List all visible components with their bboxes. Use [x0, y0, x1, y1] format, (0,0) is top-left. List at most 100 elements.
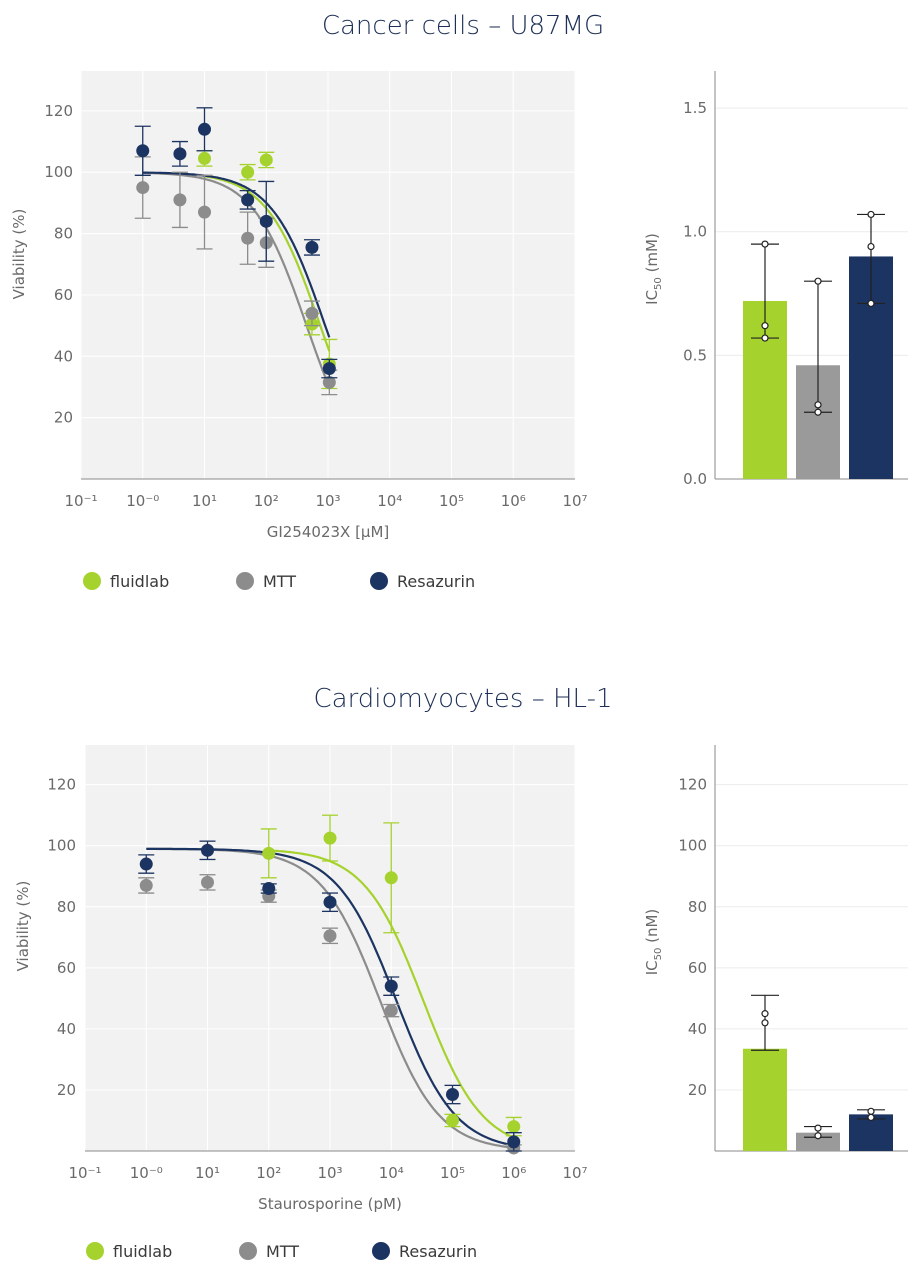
- legend-marker-resazurin: [370, 572, 388, 590]
- hl1-viability-chart: 10⁻¹ 10⁻⁰ 10¹ 10² 10³ 10⁴ 10⁵ 10⁶ 10⁷ 20 40 60 80 100…: [14, 745, 588, 1213]
- hl1-ic50-bar-chart: 20 40 60 80 100 120 IC50 (nM): [643, 745, 908, 1152]
- data-point-resazurin: [322, 362, 336, 376]
- fit-curve-resazurin: [142, 171, 331, 338]
- data-point-resazurin: [241, 193, 255, 207]
- y-axis-label-main: IC: [643, 960, 661, 975]
- y-tick-label: 0.5: [683, 346, 707, 364]
- replicate-point-fluidlab: [761, 334, 769, 342]
- y-tick-label: 40: [57, 1020, 76, 1038]
- data-point-fluidlab: [507, 1120, 521, 1134]
- y-axis-label-subscript: 50: [653, 277, 664, 290]
- legend-marker-mtt: [236, 572, 254, 590]
- data-point-fluidlab: [198, 151, 211, 165]
- replicate-point-mtt: [814, 408, 822, 416]
- data-point-mtt: [323, 929, 337, 943]
- data-point-fluidlab: [262, 846, 276, 860]
- x-tick-label: 10⁷: [562, 1164, 587, 1182]
- y-axis-label-unit: (mM): [643, 233, 661, 277]
- y-tick-label: 100: [47, 837, 76, 855]
- data-point-mtt: [198, 205, 211, 219]
- y-tick-label: 80: [54, 225, 73, 243]
- chart-title-u87mg: Cancer cells – U87MG: [322, 11, 604, 41]
- x-tick-label: 10⁶: [501, 492, 526, 510]
- legend-marker-resazurin: [372, 1242, 390, 1260]
- x-axis-label: GI254023X [μM]: [267, 523, 390, 541]
- x-tick-label: 10²: [256, 1164, 281, 1182]
- data-point-resazurin: [259, 214, 273, 228]
- y-axis-label-main: IC: [643, 290, 661, 305]
- data-point-resazurin: [262, 881, 276, 895]
- x-tick-label: 10⁴: [377, 492, 402, 510]
- data-point-resazurin: [507, 1135, 521, 1149]
- data-point-mtt: [201, 875, 214, 889]
- y-axis-label-unit: (nM): [643, 909, 661, 948]
- data-point-mtt: [305, 306, 319, 320]
- data-point-mtt: [241, 231, 255, 245]
- replicate-point-fluidlab: [761, 240, 769, 248]
- x-tick-label: 10¹: [192, 492, 217, 510]
- y-tick-label: 20: [688, 1081, 707, 1099]
- y-tick-label: 80: [57, 898, 76, 916]
- replicate-point-mtt: [814, 1124, 822, 1132]
- y-tick-label: 60: [688, 959, 707, 977]
- y-tick-label: 40: [54, 347, 73, 365]
- x-tick-label: 10⁵: [440, 1164, 465, 1182]
- x-tick-label: 10⁻⁰: [130, 1164, 163, 1182]
- replicate-point-mtt: [814, 277, 822, 285]
- legend-marker-mtt: [239, 1242, 257, 1260]
- data-point-fluidlab: [323, 831, 337, 845]
- y-tick-label: 120: [47, 776, 76, 794]
- y-tick-label: 120: [678, 776, 707, 794]
- legend-u87mg: fluidlab MTT Resazurin: [83, 572, 475, 591]
- data-point-resazurin: [305, 240, 319, 254]
- y-axis-label: Viability (%): [10, 209, 28, 300]
- replicate-point-resazurin: [867, 1107, 875, 1115]
- data-point-fluidlab: [241, 165, 255, 179]
- x-tick-label: 10⁻⁰: [126, 492, 159, 510]
- x-tick-label: 10³: [317, 1164, 342, 1182]
- x-axis-label: Staurosporine (pM): [258, 1195, 402, 1213]
- data-point-resazurin: [384, 979, 398, 993]
- replicate-point-fluidlab: [761, 322, 769, 330]
- chart-title-hl1: Cardiomyocytes – HL-1: [313, 684, 612, 714]
- y-tick-label: 80: [688, 898, 707, 916]
- data-point-resazurin: [139, 857, 153, 871]
- replicate-point-resazurin: [867, 1113, 875, 1122]
- y-axis-label: Viability (%): [14, 881, 32, 972]
- y-tick-label: 120: [44, 102, 73, 120]
- x-tick-label: 10⁶: [501, 1164, 526, 1182]
- x-tick-label: 10²: [254, 492, 279, 510]
- data-point-mtt: [136, 181, 150, 195]
- x-tick-label: 10⁴: [379, 1164, 404, 1182]
- x-tick-label: 10⁵: [439, 492, 464, 510]
- replicate-point-fluidlab: [761, 1010, 769, 1018]
- y-tick-label: 0.0: [683, 470, 707, 488]
- y-tick-label: 100: [44, 163, 73, 181]
- data-point-resazurin: [136, 144, 150, 158]
- data-point-resazurin: [446, 1088, 459, 1102]
- y-tick-label: 20: [54, 409, 73, 427]
- data-point-mtt: [173, 193, 187, 207]
- replicate-point-mtt: [814, 401, 822, 409]
- y-axis-label-subscript: 50: [653, 948, 664, 961]
- x-tick-label: 10⁷: [562, 492, 587, 510]
- replicate-point-resazurin: [867, 210, 875, 219]
- replicate-point-resazurin: [867, 242, 875, 251]
- data-point-fluidlab: [259, 153, 273, 167]
- y-tick-label: 40: [688, 1020, 707, 1038]
- replicate-point-mtt: [814, 1132, 822, 1140]
- x-tick-label: 10⁻¹: [64, 492, 97, 510]
- x-tick-label: 10³: [315, 492, 340, 510]
- y-tick-label: 60: [54, 286, 73, 304]
- u87mg-viability-chart: 10⁻¹ 10⁻⁰ 10¹ 10² 10³ 10⁴ 10⁵ 10⁶ 10⁷ 20 40 60 80 100…: [10, 71, 588, 541]
- y-tick-label: 1.0: [683, 223, 707, 241]
- legend-hl1: fluidlab MTT Resazurin: [86, 1242, 477, 1261]
- y-tick-label: 100: [678, 837, 707, 855]
- x-tick-label: 10¹: [195, 1164, 220, 1182]
- data-point-fluidlab: [384, 871, 398, 885]
- legend-marker-fluidlab: [83, 572, 101, 590]
- legend-label-resazurin: Resazurin: [399, 1242, 477, 1261]
- legend-label-fluidlab: fluidlab: [113, 1242, 172, 1261]
- data-point-mtt: [384, 1004, 398, 1018]
